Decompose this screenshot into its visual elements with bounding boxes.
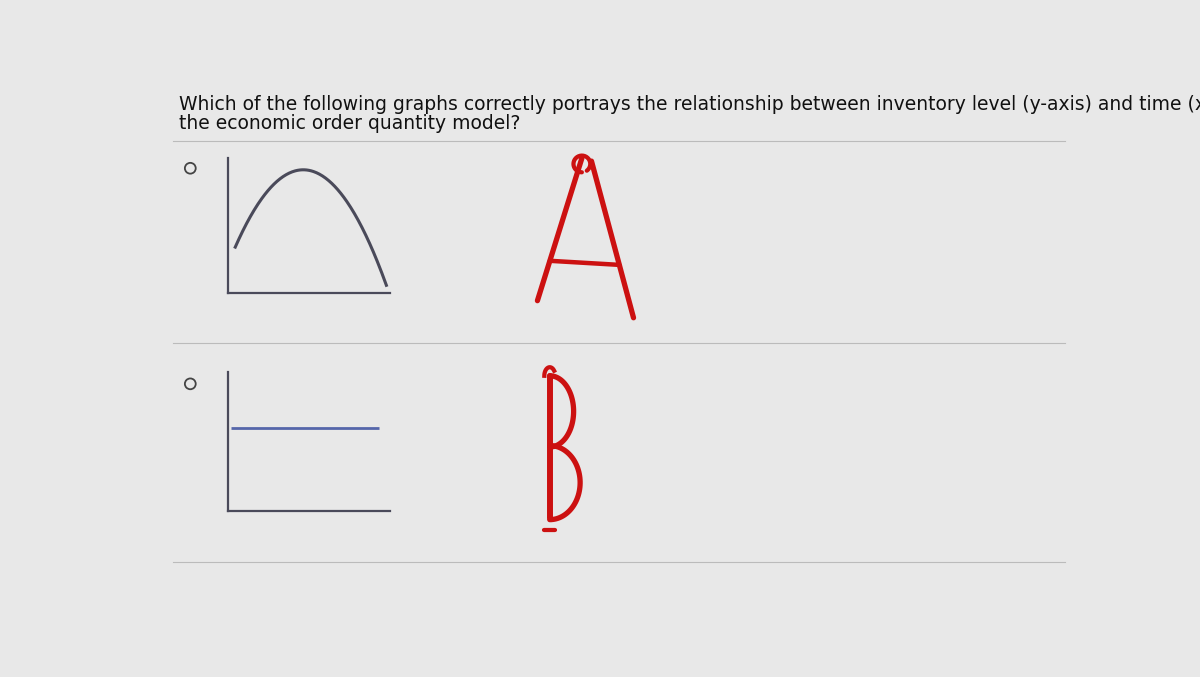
Text: the economic order quantity model?: the economic order quantity model? xyxy=(180,114,521,133)
Text: Which of the following graphs correctly portrays the relationship between invent: Which of the following graphs correctly … xyxy=(180,95,1200,114)
